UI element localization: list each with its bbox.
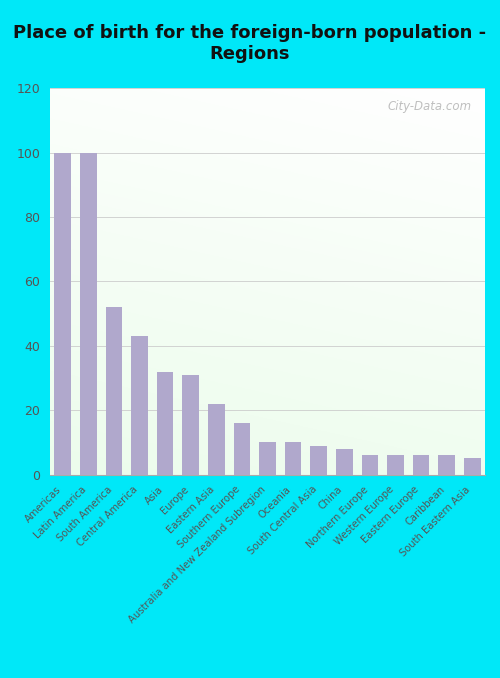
Bar xyxy=(54,153,71,475)
Bar xyxy=(131,336,148,475)
Text: Place of birth for the foreign-born population -
Regions: Place of birth for the foreign-born popu… xyxy=(14,24,486,62)
Bar xyxy=(208,404,224,475)
Bar xyxy=(285,443,302,475)
Bar xyxy=(387,456,404,475)
Bar xyxy=(412,456,430,475)
Bar xyxy=(234,423,250,475)
Bar xyxy=(182,375,199,475)
Bar xyxy=(362,456,378,475)
Bar xyxy=(464,458,480,475)
Bar xyxy=(157,372,174,475)
Bar xyxy=(106,307,122,475)
Text: City-Data.com: City-Data.com xyxy=(388,100,472,113)
Bar xyxy=(80,153,96,475)
Bar xyxy=(310,445,327,475)
Bar xyxy=(336,449,352,475)
Bar xyxy=(438,456,455,475)
Bar xyxy=(259,443,276,475)
